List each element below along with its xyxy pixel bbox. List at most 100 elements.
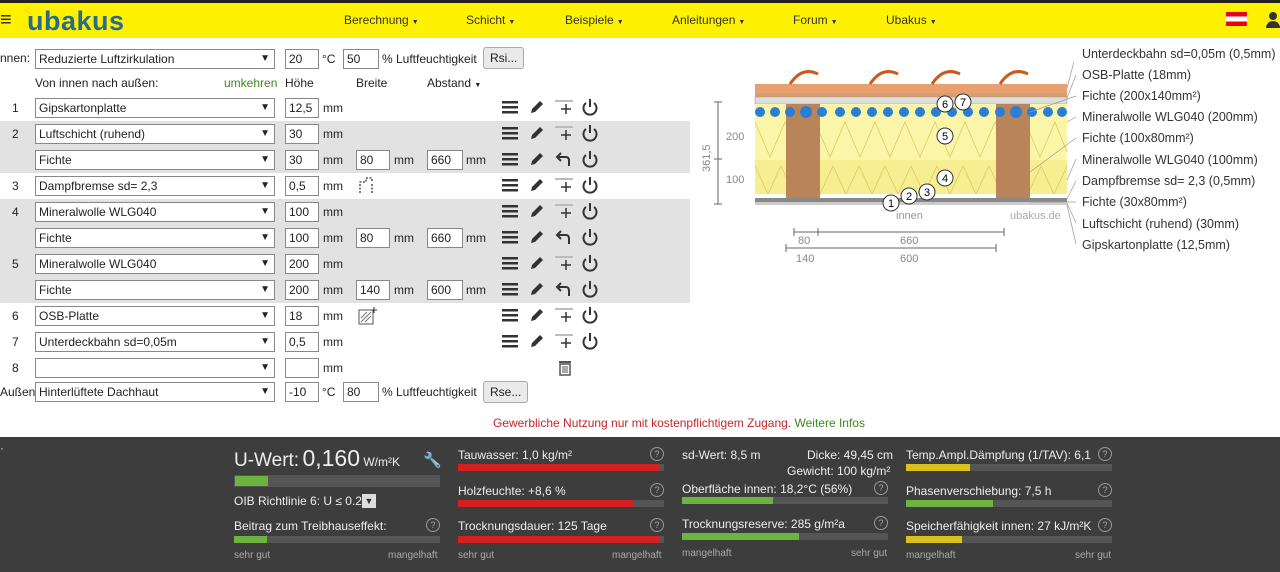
rsi-button[interactable]: Rsi... [483, 47, 525, 69]
pencil-icon[interactable] [528, 150, 548, 170]
power-icon[interactable] [581, 306, 601, 326]
undo-arrow-icon[interactable] [555, 150, 575, 170]
layer-material-select[interactable]: Luftschicht (ruhend) ▼ [35, 124, 275, 144]
help-icon[interactable]: ? [874, 481, 888, 495]
power-icon[interactable] [581, 202, 601, 222]
layer-material-select[interactable]: Mineralwolle WLG040 ▼ [35, 202, 275, 222]
power-icon[interactable] [581, 150, 601, 170]
pencil-icon[interactable] [528, 332, 548, 352]
layer-thickness-input[interactable]: 0,5 [285, 332, 319, 352]
help-icon[interactable]: ? [426, 518, 440, 532]
menu-icon[interactable] [501, 176, 521, 196]
layer-material-select[interactable]: Fichte ▼ [35, 228, 275, 248]
pencil-icon[interactable] [528, 280, 548, 300]
layer-distance-input[interactable]: 660 [427, 150, 463, 170]
add-layer-icon[interactable] [554, 176, 574, 196]
layer-thickness-input[interactable]: 18 [285, 306, 319, 326]
help-icon[interactable]: ? [650, 518, 664, 532]
menu-icon[interactable] [501, 202, 521, 222]
menu-icon[interactable] [501, 124, 521, 144]
trash-icon[interactable] [556, 358, 576, 378]
help-icon[interactable]: ? [1098, 447, 1112, 461]
logo[interactable]: ubakus [27, 6, 125, 36]
outside-climate-select[interactable]: Hinterlüftete Dachhaut ▼ [35, 382, 275, 402]
inside-humidity-input[interactable]: 50 [343, 49, 379, 69]
nav-beispiele[interactable]: Beispiele ▼ [565, 13, 624, 27]
menu-icon[interactable] [501, 150, 521, 170]
layer-width-input[interactable]: 80 [356, 150, 390, 170]
reverse-link[interactable]: umkehren [224, 76, 278, 90]
nav-anleitungen[interactable]: Anleitungen ▼ [672, 13, 746, 27]
layer-thickness-input[interactable]: 0,5 [285, 176, 319, 196]
layer-material-select[interactable]: Unterdeckbahn sd=0,05m ▼ [35, 332, 275, 352]
layer-width-input[interactable]: 80 [356, 228, 390, 248]
menu-icon[interactable] [501, 306, 521, 326]
vapour-barrier-icon[interactable] [358, 176, 378, 196]
power-icon[interactable] [581, 228, 601, 248]
add-layer-icon[interactable] [554, 124, 574, 144]
layer-thickness-input[interactable]: 200 [285, 280, 319, 300]
undo-arrow-icon[interactable] [555, 228, 575, 248]
power-icon[interactable] [581, 254, 601, 274]
layer-thickness-input[interactable]: 12,5 [285, 98, 319, 118]
layer-material-select[interactable]: OSB-Platte ▼ [35, 306, 275, 326]
layer-thickness-input[interactable] [285, 358, 319, 378]
menu-icon[interactable] [501, 280, 521, 300]
power-icon[interactable] [581, 98, 601, 118]
pencil-icon[interactable] [528, 176, 548, 196]
pencil-icon[interactable] [528, 202, 548, 222]
user-icon[interactable] [1266, 12, 1280, 28]
power-icon[interactable] [581, 280, 601, 300]
layer-material-select[interactable]: Dampfbremse sd= 2,3 ▼ [35, 176, 275, 196]
power-icon[interactable] [581, 124, 601, 144]
nav-berechnung[interactable]: Berechnung ▼ [344, 13, 419, 27]
layer-thickness-input[interactable]: 100 [285, 228, 319, 248]
outside-temp-input[interactable]: -10 [285, 382, 319, 402]
menu-icon[interactable] [501, 332, 521, 352]
layer-material-select[interactable]: Fichte ▼ [35, 280, 275, 300]
layer-material-select[interactable]: Fichte ▼ [35, 150, 275, 170]
help-icon[interactable]: ? [1098, 483, 1112, 497]
layer-material-select[interactable]: Gipskartonplatte ▼ [35, 98, 275, 118]
inside-temp-input[interactable]: 20 [285, 49, 319, 69]
menu-icon[interactable] [501, 254, 521, 274]
oib-dropdown-icon[interactable]: ▼ [362, 494, 376, 508]
menu-icon[interactable] [501, 98, 521, 118]
pencil-icon[interactable] [528, 124, 548, 144]
menu-icon[interactable] [501, 228, 521, 248]
help-icon[interactable]: ? [650, 483, 664, 497]
help-icon[interactable]: ? [1098, 518, 1112, 532]
pencil-icon[interactable] [528, 306, 548, 326]
rse-button[interactable]: Rse... [483, 381, 529, 403]
help-icon[interactable]: ? [650, 447, 664, 461]
add-layer-icon[interactable] [554, 332, 574, 352]
help-icon[interactable]: ? [874, 516, 888, 530]
add-layer-icon[interactable] [554, 202, 574, 222]
layer-width-input[interactable]: 140 [356, 280, 390, 300]
undo-arrow-icon[interactable] [555, 280, 575, 300]
add-layer-icon[interactable] [554, 306, 574, 326]
more-info-link[interactable]: Weitere Infos [794, 416, 865, 430]
outside-humidity-input[interactable]: 80 [343, 382, 379, 402]
power-icon[interactable] [581, 332, 601, 352]
add-layer-icon[interactable] [554, 254, 574, 274]
layer-thickness-input[interactable]: 30 [285, 124, 319, 144]
layer-distance-input[interactable]: 660 [427, 228, 463, 248]
layer-material-select[interactable]: ▼ [35, 358, 275, 378]
power-icon[interactable] [581, 176, 601, 196]
layer-distance-input[interactable]: 600 [427, 280, 463, 300]
wrench-icon[interactable]: 🔧 [423, 452, 442, 469]
distance-header[interactable]: Abstand ▼ [427, 76, 482, 90]
nav-schicht[interactable]: Schicht ▼ [466, 13, 516, 27]
layer-material-select[interactable]: Mineralwolle WLG040 ▼ [35, 254, 275, 274]
pencil-icon[interactable] [528, 98, 548, 118]
nav-ubakus[interactable]: Ubakus ▼ [886, 13, 937, 27]
pencil-icon[interactable] [528, 254, 548, 274]
layer-thickness-input[interactable]: 200 [285, 254, 319, 274]
osb-texture-icon[interactable] [358, 306, 378, 326]
austria-flag-icon[interactable] [1226, 12, 1247, 26]
layer-thickness-input[interactable]: 100 [285, 202, 319, 222]
nav-forum[interactable]: Forum ▼ [793, 13, 838, 27]
inside-climate-select[interactable]: Reduzierte Luftzirkulation ▼ [35, 49, 275, 69]
layer-thickness-input[interactable]: 30 [285, 150, 319, 170]
